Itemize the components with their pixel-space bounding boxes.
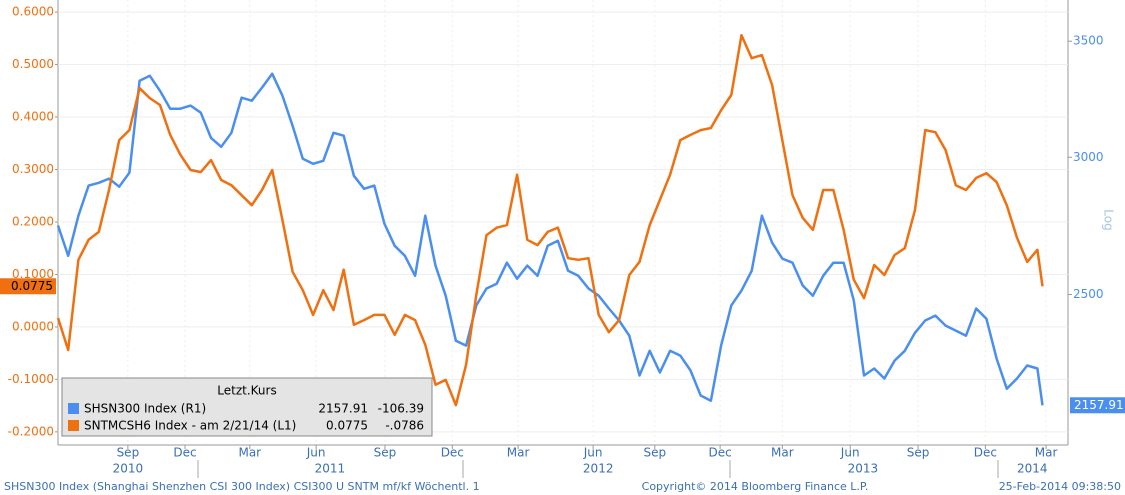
x-tick-label: Sep bbox=[644, 446, 667, 460]
legend-title: Letzt.Kurs bbox=[217, 384, 276, 398]
y2-tick-label: 2500 bbox=[1073, 287, 1104, 301]
footer-left: SHSN300 Index (Shanghai Shenzhen CSI 300… bbox=[4, 480, 480, 493]
year-label: 2012 bbox=[583, 462, 614, 476]
year-label: 2011 bbox=[315, 462, 346, 476]
x-tick-label: Sep bbox=[117, 446, 140, 460]
legend-last: 2157.91 bbox=[318, 402, 368, 416]
legend-change: -.0786 bbox=[385, 419, 424, 433]
legend: Letzt.Kurs SHSN300 Index (R1) 2157.91 -1… bbox=[61, 377, 433, 437]
y-tick-label: 0.5000 bbox=[12, 57, 54, 71]
x-tick-label: Dec bbox=[974, 446, 997, 460]
last-value-box bbox=[1070, 397, 1125, 414]
year-label: 2010 bbox=[113, 462, 144, 476]
y-tick-label: 0.2000 bbox=[12, 214, 54, 228]
legend-label: SHSN300 Index (R1) bbox=[84, 402, 206, 416]
x-tick-label: Dec bbox=[173, 446, 196, 460]
last-value-label: 2157.91 bbox=[1074, 398, 1124, 412]
x-tick-label: Dec bbox=[708, 446, 731, 460]
y-tick-label: 0.4000 bbox=[12, 110, 54, 124]
footer-right: 25-Feb-2014 09:38:50 bbox=[999, 480, 1121, 493]
y-tick-label: -0.2000 bbox=[8, 424, 54, 438]
x-tick-label: Jun bbox=[583, 446, 603, 460]
legend-change: -106.39 bbox=[378, 402, 424, 416]
legend-swatch bbox=[68, 403, 79, 414]
x-tick-label: Mar bbox=[1035, 446, 1058, 460]
y-tick-label: 0.1000 bbox=[12, 267, 54, 281]
x-tick-label: Sep bbox=[907, 446, 930, 460]
y2-tick-label: 3500 bbox=[1073, 34, 1104, 48]
y-tick-label: -0.1000 bbox=[8, 372, 54, 386]
legend-box bbox=[61, 377, 433, 437]
x-tick-label: Jun bbox=[306, 446, 326, 460]
legend-label: SNTMCSH6 Index - am 2/21/14 (L1) bbox=[84, 419, 296, 433]
y2-tick-label: 3000 bbox=[1073, 150, 1104, 164]
x-tick-label: Mar bbox=[238, 446, 261, 460]
last-value-box bbox=[0, 278, 56, 295]
legend-swatch bbox=[68, 420, 79, 431]
x-tick-label: Mar bbox=[771, 446, 794, 460]
series-line bbox=[56, 33, 1044, 407]
x-tick-label: Dec bbox=[441, 446, 464, 460]
footer-center: Copyright© 2014 Bloomberg Finance L.P. bbox=[642, 480, 869, 493]
x-tick-label: Sep bbox=[374, 446, 397, 460]
y-tick-label: 0.0000 bbox=[12, 319, 54, 333]
year-label: 2013 bbox=[848, 462, 879, 476]
y-tick-label: 0.3000 bbox=[12, 162, 54, 176]
x-tick-label: Mar bbox=[507, 446, 530, 460]
x-tick-label: Jun bbox=[840, 446, 860, 460]
series-line bbox=[56, 72, 1044, 406]
legend-last: 0.0775 bbox=[326, 419, 368, 433]
year-label: 2014 bbox=[1017, 462, 1048, 476]
y2-axis-label: Log bbox=[1102, 209, 1116, 230]
last-value-label: 0.0775 bbox=[11, 279, 53, 293]
y-tick-label: 0.6000 bbox=[12, 5, 54, 19]
